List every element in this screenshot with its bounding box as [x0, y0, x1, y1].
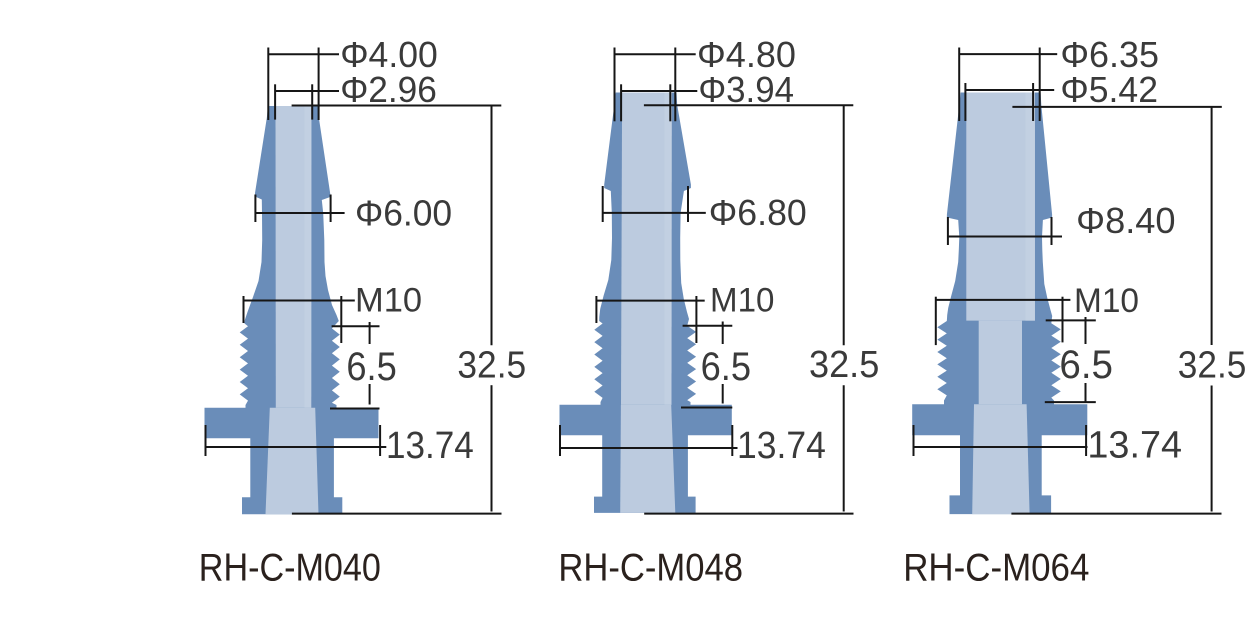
- svg-text:Φ6.35: Φ6.35: [1060, 34, 1159, 75]
- svg-text:Φ4.80: Φ4.80: [697, 34, 796, 75]
- svg-text:RH-C-M064: RH-C-M064: [903, 547, 1089, 590]
- svg-text:M10: M10: [710, 282, 774, 320]
- svg-text:13.74: 13.74: [386, 425, 474, 467]
- svg-text:Φ3.94: Φ3.94: [698, 69, 794, 110]
- svg-text:32.5: 32.5: [1178, 344, 1247, 386]
- svg-text:Φ4.00: Φ4.00: [340, 34, 438, 75]
- svg-text:32.5: 32.5: [457, 344, 526, 386]
- svg-text:Φ5.42: Φ5.42: [1060, 69, 1158, 110]
- svg-text:13.74: 13.74: [1087, 425, 1182, 467]
- svg-text:RH-C-M040: RH-C-M040: [199, 546, 381, 589]
- svg-text:Φ6.00: Φ6.00: [355, 193, 452, 234]
- svg-text:13.74: 13.74: [737, 425, 826, 467]
- svg-text:32.5: 32.5: [809, 344, 879, 386]
- svg-text:M10: M10: [1074, 282, 1139, 320]
- svg-text:6.5: 6.5: [346, 345, 396, 389]
- svg-text:Φ2.96: Φ2.96: [340, 69, 437, 110]
- svg-text:Φ6.80: Φ6.80: [709, 192, 807, 233]
- svg-text:6.5: 6.5: [701, 345, 751, 389]
- svg-text:Φ8.40: Φ8.40: [1076, 200, 1175, 241]
- svg-text:RH-C-M048: RH-C-M048: [558, 547, 743, 590]
- svg-text:6.5: 6.5: [1059, 343, 1113, 387]
- svg-text:M10: M10: [355, 282, 422, 320]
